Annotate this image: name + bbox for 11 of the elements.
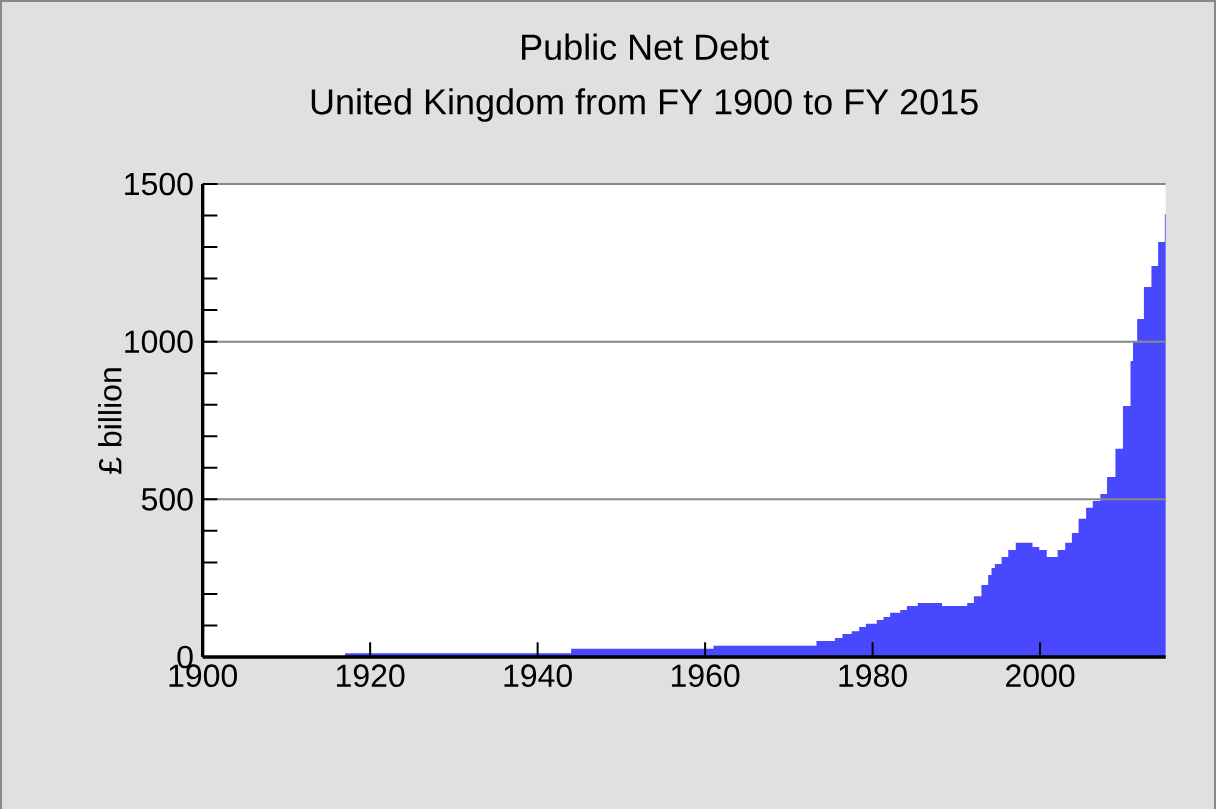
x-tick-label: 1940 xyxy=(504,664,572,688)
x-tick-label: 1980 xyxy=(839,664,907,688)
y-tick-label: 1000 xyxy=(125,330,193,353)
x-tick-label: 1920 xyxy=(337,664,405,688)
chart-subtitle: United Kingdom from FY 1900 to FY 2015 xyxy=(311,88,978,122)
x-tick-label: 1960 xyxy=(671,664,740,688)
y-axis-title: £ billion xyxy=(98,368,122,474)
y-tick-label: 500 xyxy=(141,488,193,511)
y-tick-label: 1500 xyxy=(125,172,193,196)
x-tick-label: 2000 xyxy=(1006,664,1075,688)
chart-title: Public Net Debt xyxy=(522,33,769,61)
